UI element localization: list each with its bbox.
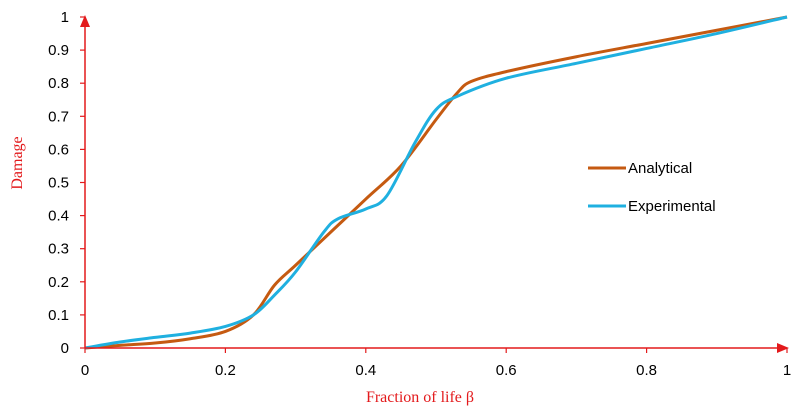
x-tick-label: 0: [81, 362, 89, 379]
x-tick-label: 1: [783, 362, 791, 379]
x-tick-label: 0.8: [636, 362, 657, 379]
y-axis-title: Damage: [9, 136, 26, 189]
x-axis-title: Fraction of life β: [366, 389, 474, 406]
y-tick-label: 0.6: [48, 141, 69, 158]
y-tick-label: 0.9: [48, 42, 69, 59]
x-tick-labels: 0 0.2 0.4 0.6 0.8 1: [81, 362, 791, 379]
legend-item-analytical: Analytical: [588, 160, 692, 177]
legend-label-analytical: Analytical: [628, 160, 692, 177]
y-tick-label: 0.4: [48, 208, 69, 225]
y-tick-label: 1: [61, 9, 69, 26]
series-line-experimental: [84, 15, 788, 350]
series-line-analytical: [84, 15, 788, 350]
y-tick-label: 0.5: [48, 175, 69, 192]
axes: [80, 15, 789, 353]
x-tick-label: 0.4: [355, 362, 376, 379]
y-tick-label: 0.3: [48, 241, 69, 258]
x-tick-label: 0.2: [215, 362, 236, 379]
x-axis-arrow-icon: [777, 343, 789, 353]
legend-item-experimental: Experimental: [588, 198, 716, 215]
y-tick-label: 0.1: [48, 307, 69, 324]
y-tick-label: 0.7: [48, 108, 69, 125]
x-tick-label: 0.6: [496, 362, 517, 379]
series-lines: [84, 15, 788, 350]
legend: Analytical Experimental: [588, 160, 716, 215]
y-tick-label: 0.2: [48, 274, 69, 291]
legend-label-experimental: Experimental: [628, 198, 716, 215]
y-tick-labels: 0 0.1 0.2 0.3 0.4 0.5 0.6 0.7 0.8 0.9 1: [48, 9, 69, 357]
y-tick-label: 0: [61, 340, 69, 357]
y-tick-label: 0.8: [48, 75, 69, 92]
y-axis-arrow-icon: [80, 15, 90, 27]
